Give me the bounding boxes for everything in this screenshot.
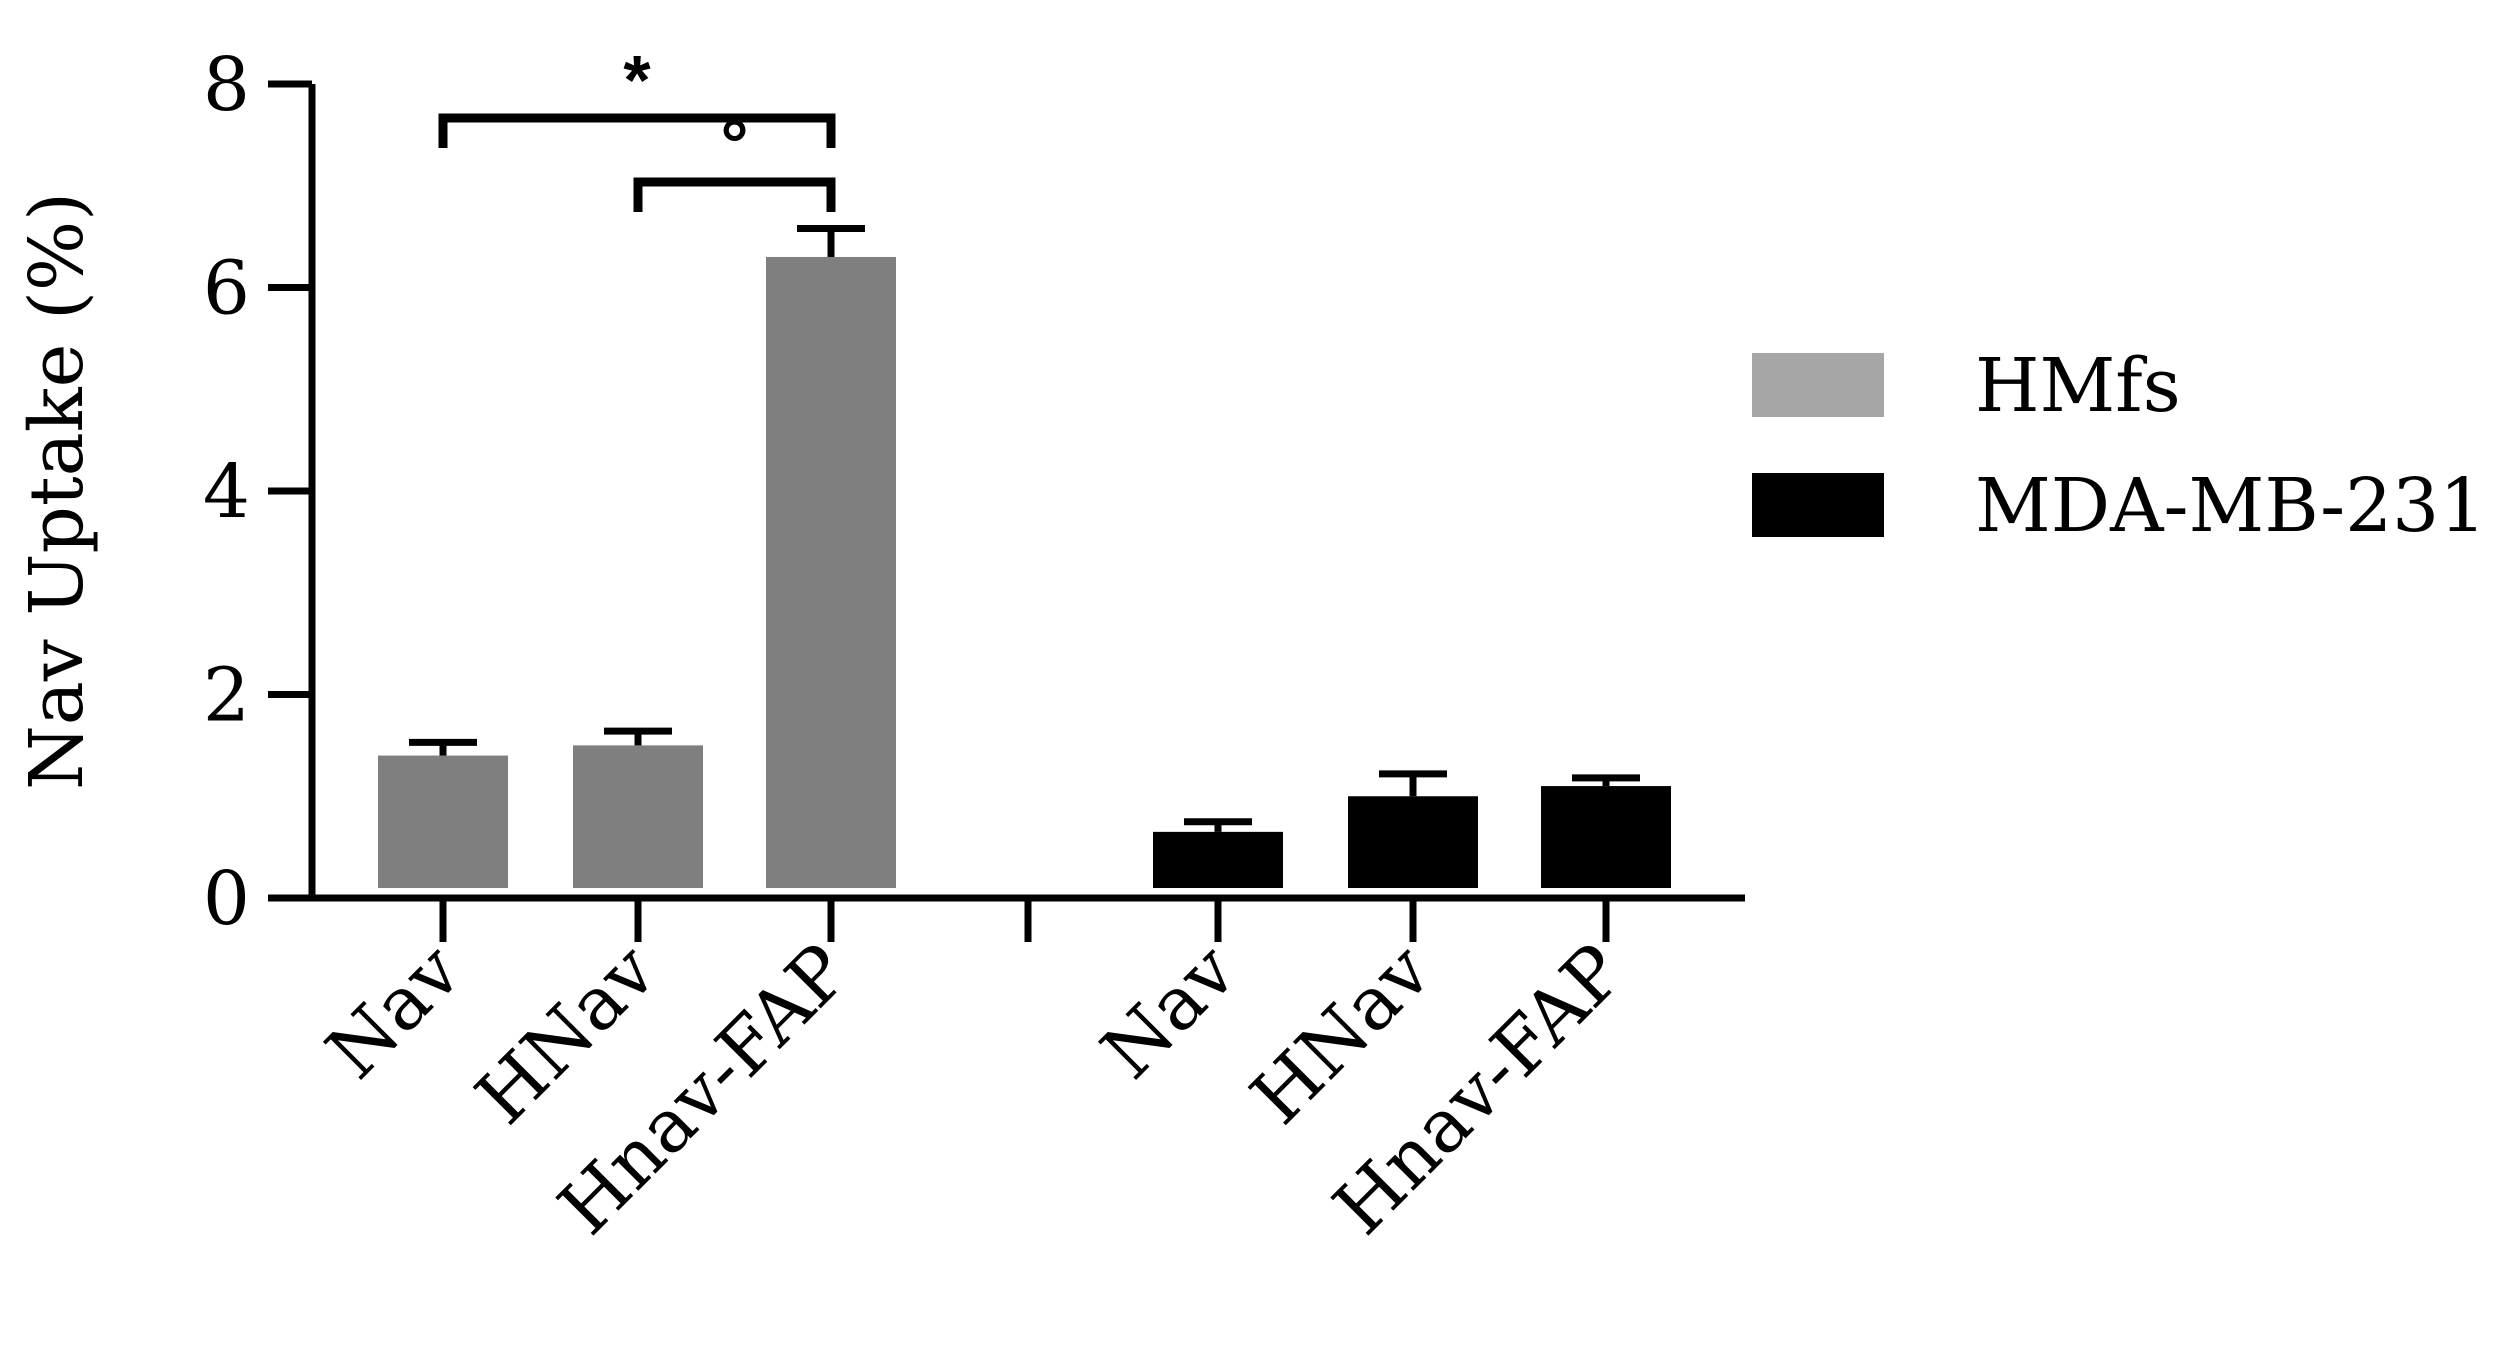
- y-tick-label: 6: [203, 246, 250, 332]
- bars: [378, 224, 1671, 889]
- bar: [378, 755, 508, 888]
- x-tick-label: Nav: [310, 928, 477, 1095]
- y-axis-label: Nav Uptake (%): [14, 192, 100, 790]
- legend-swatch: [1752, 473, 1884, 537]
- legend-swatch: [1752, 353, 1884, 417]
- legend-label: MDA-MB-231: [1975, 463, 2486, 549]
- significance-label: °: [721, 105, 749, 183]
- bar: [1348, 796, 1478, 888]
- significance-label: *: [623, 41, 651, 119]
- bar: [1541, 786, 1671, 888]
- bar: [573, 745, 703, 888]
- legend: HMfs MDA-MB-231: [1752, 343, 2486, 549]
- y-tick-label: 4: [203, 449, 250, 535]
- y-tick-label: 0: [203, 856, 250, 942]
- bar: [1153, 831, 1283, 888]
- y-tick-label: 8: [203, 42, 250, 128]
- significance-annotations: *°: [438, 41, 836, 212]
- x-tick-label: Nav: [1085, 928, 1252, 1095]
- significance-bracket: [633, 177, 836, 212]
- bar: [766, 256, 896, 889]
- y-tick-label: 2: [203, 653, 250, 739]
- significance-bracket: [438, 113, 836, 148]
- legend-label: HMfs: [1975, 343, 2181, 429]
